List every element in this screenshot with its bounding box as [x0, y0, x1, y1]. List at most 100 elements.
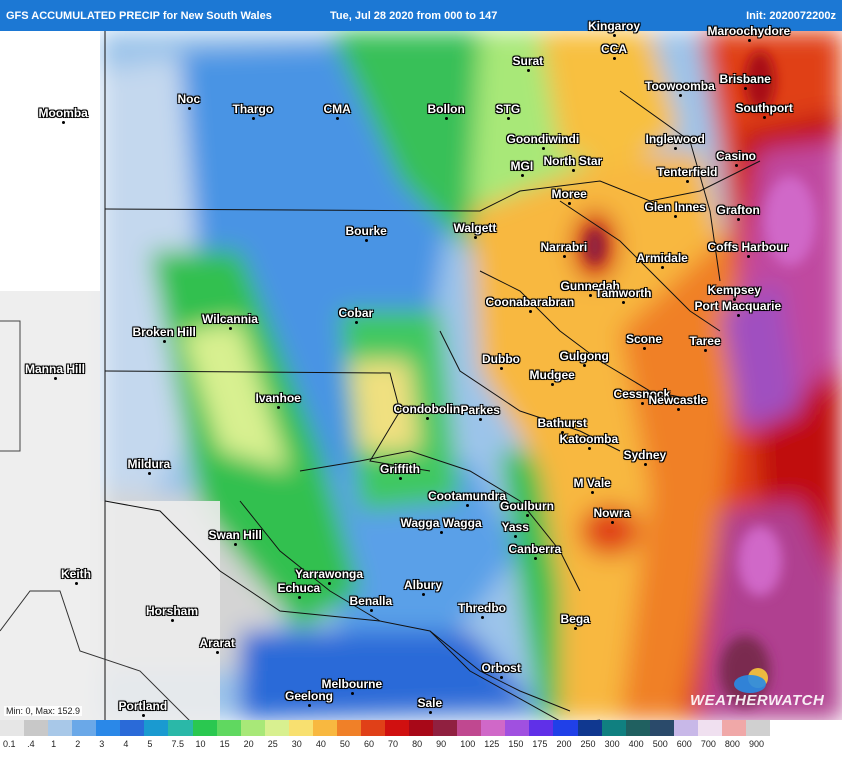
city-dot [529, 310, 532, 313]
city-label: Goondiwindi [506, 132, 580, 146]
legend-swatch [505, 720, 530, 736]
city-label: Moree [551, 187, 587, 201]
weatherwatch-logo [734, 668, 768, 693]
city-dot [561, 431, 564, 434]
city-label: Noc [177, 92, 201, 106]
precip-map [0, 31, 842, 720]
city-dot [748, 39, 751, 42]
city-dot [422, 593, 425, 596]
city-dot [641, 402, 644, 405]
city-label: North Star [543, 154, 603, 168]
city-label: Tenterfield [657, 165, 718, 179]
legend-swatch [625, 720, 650, 736]
legend-label: 150 [508, 739, 524, 749]
legend-swatch [288, 720, 313, 736]
city-dot [277, 406, 280, 409]
city-dot [589, 294, 592, 297]
legend-label: 500 [652, 739, 668, 749]
city-label: Armidale [636, 251, 688, 265]
city-label: Bathurst [537, 416, 587, 430]
watermark-text: WEATHERWATCH [690, 692, 825, 709]
city-dot [611, 521, 614, 524]
city-dot [644, 463, 647, 466]
header-bar: GFS ACCUMULATED PRECIP for New South Wal… [0, 0, 842, 31]
city-dot [171, 619, 174, 622]
city-dot [308, 704, 311, 707]
city-label: Glen Innes [644, 200, 706, 214]
legend-swatch [72, 720, 97, 736]
city-dot [474, 236, 477, 239]
legend-label: 700 [700, 739, 716, 749]
city-dot [583, 364, 586, 367]
city-label: Southport [735, 101, 793, 115]
legend-label: 175 [532, 739, 548, 749]
city-dot [686, 180, 689, 183]
city-dot [588, 447, 591, 450]
city-label: STG [495, 102, 521, 116]
city-dot [351, 692, 354, 695]
city-label: Goulburn [500, 499, 554, 513]
city-dot [572, 169, 575, 172]
city-label: Kempsey [707, 283, 761, 297]
city-dot [148, 472, 151, 475]
legend-label: 4 [123, 739, 129, 749]
legend-swatch [409, 720, 434, 736]
city-dot [426, 417, 429, 420]
city-label: CCA [601, 42, 627, 56]
init-time: Init: 2020072200z [746, 10, 836, 22]
city-dot [500, 367, 503, 370]
city-dot [534, 557, 537, 560]
city-label: Cootamundra [428, 489, 506, 503]
city-dot [542, 147, 545, 150]
city-label: Griffith [380, 462, 420, 476]
city-label: Portland [118, 699, 168, 713]
city-label: Coonabarabran [485, 295, 575, 309]
city-dot [574, 627, 577, 630]
city-label: Sale [417, 696, 443, 710]
city-dot [563, 255, 566, 258]
city-dot [622, 301, 625, 304]
legend-swatch [553, 720, 578, 736]
city-label: Ararat [199, 636, 235, 650]
legend-label: .4 [27, 739, 35, 749]
city-dot [429, 711, 432, 714]
city-dot [674, 215, 677, 218]
city-label: Horsham [146, 604, 199, 618]
city-label: Surat [512, 54, 544, 68]
city-label: M Vale [573, 476, 611, 490]
city-label: Yarrawonga [295, 567, 364, 581]
legend-swatch [120, 720, 145, 736]
city-label: Sydney [623, 448, 667, 462]
legend-swatch [745, 720, 770, 736]
heavy-cores [585, 51, 816, 706]
city-label: Nowra [593, 506, 631, 520]
city-label: Kingaroy [588, 19, 641, 33]
city-dot [75, 582, 78, 585]
legend-label: 10 [195, 739, 206, 749]
city-label: Port Macquarie [694, 299, 782, 313]
legend-swatch [216, 720, 241, 736]
city-label: Narrabri [540, 240, 588, 254]
legend-label: 1 [51, 739, 57, 749]
city-label: Brisbane [719, 72, 771, 86]
city-dot [744, 87, 747, 90]
legend-label: 2 [75, 739, 81, 749]
city-label: Toowoomba [645, 79, 715, 93]
city-dot [526, 514, 529, 517]
city-label: Dubbo [482, 352, 520, 366]
city-label: CMA [323, 102, 351, 116]
city-dot [613, 57, 616, 60]
legend-swatch [240, 720, 265, 736]
city-dot [188, 107, 191, 110]
city-dot [551, 383, 554, 386]
city-label: Cessnock [613, 387, 671, 401]
legend-swatch [481, 720, 506, 736]
city-label: Yass [501, 520, 529, 534]
city-dot [54, 377, 57, 380]
city-label: Echuca [277, 581, 321, 595]
legend-label: 900 [748, 739, 764, 749]
outside-region-north [0, 31, 100, 291]
legend-swatch [360, 720, 385, 736]
legend-label: 300 [604, 739, 620, 749]
legend-label: 400 [628, 739, 644, 749]
